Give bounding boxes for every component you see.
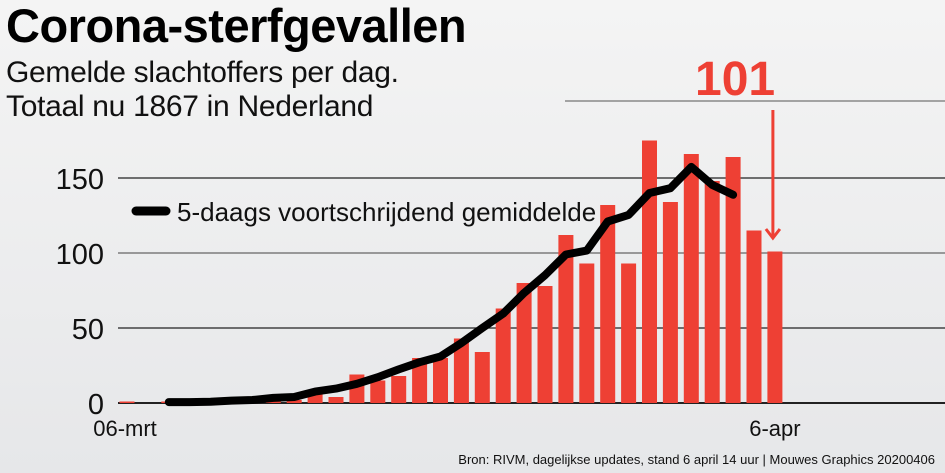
bar-3-apr — [704, 181, 720, 403]
bar-20-mrt — [412, 358, 428, 403]
x-tick-label: 6-apr — [749, 416, 800, 441]
source-footer: Bron: RIVM, dagelijkse updates, stand 6 … — [458, 452, 935, 467]
moving-average-line — [164, 162, 738, 407]
bar-30-mrt — [621, 263, 637, 403]
bar-25-mrt — [516, 283, 532, 403]
bar-21-mrt — [433, 358, 448, 403]
bar-24-mrt — [495, 308, 511, 403]
bar-5-apr — [746, 230, 762, 403]
bar-28-mrt — [579, 263, 595, 403]
y-tick-label: 100 — [56, 239, 104, 271]
bar-26-mrt — [537, 286, 553, 403]
y-tick-label: 150 — [56, 164, 104, 196]
subtitle-line-2: Totaal nu 1867 in Nederland — [6, 90, 374, 123]
bar-16-mrt — [328, 397, 344, 403]
bar-29-mrt — [600, 205, 616, 403]
bar-18-mrt — [370, 380, 386, 403]
chart-title: Corona-sterfgevallen — [6, 0, 467, 52]
legend-label: 5-daags voortschrijdend gemiddelde — [177, 197, 596, 227]
bar-22-mrt — [453, 338, 469, 403]
bar-06-mrt — [119, 401, 135, 403]
bar-27-mrt — [558, 235, 574, 403]
bar-1-apr — [662, 202, 678, 403]
y-tick-label: 0 — [88, 389, 104, 421]
bar-31-mrt — [642, 140, 657, 403]
bar-23-mrt — [474, 352, 490, 403]
bar-6-apr — [767, 251, 783, 403]
bar-14-mrt — [286, 400, 302, 403]
bar-19-mrt — [391, 376, 407, 403]
annotation-arrow-head — [764, 228, 782, 241]
bar-4-apr — [725, 157, 741, 403]
y-tick-label: 50 — [72, 314, 104, 346]
annotation-label: 101 — [695, 53, 776, 106]
subtitle-line-1: Gemelde slachtoffers per dag. — [6, 56, 399, 89]
bar-2-apr — [683, 154, 699, 403]
x-tick-label: 06-mrt — [93, 416, 157, 441]
